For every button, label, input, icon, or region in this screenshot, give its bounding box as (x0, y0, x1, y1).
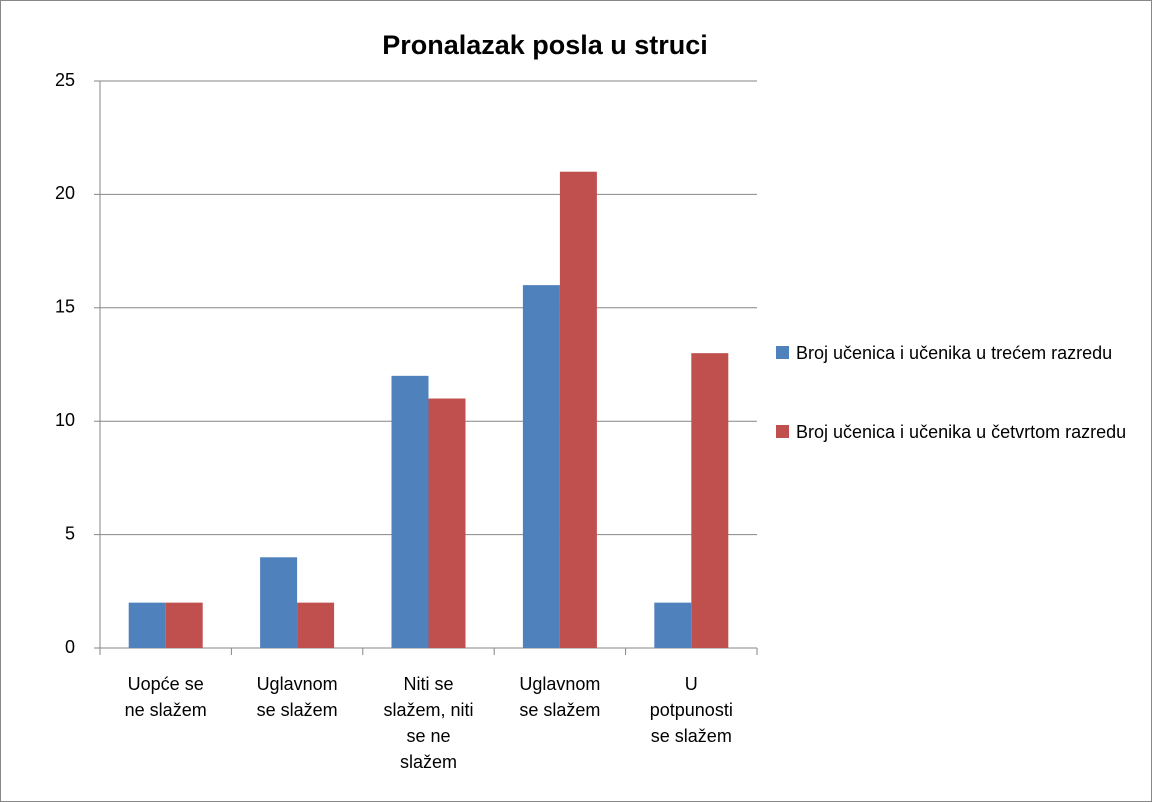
bar (128, 602, 166, 648)
y-tick-label: 10 (55, 410, 75, 430)
bar (428, 398, 466, 648)
bar (691, 353, 729, 648)
legend-swatch (776, 346, 789, 359)
bar (522, 285, 560, 648)
bar (654, 602, 692, 648)
bar (297, 602, 335, 648)
chart-title: Pronalazak posla u struci (382, 30, 708, 60)
bar (165, 602, 203, 648)
x-tick-label: Uopće se ne slažem (124, 674, 207, 720)
bar (559, 171, 597, 648)
y-tick-label: 5 (65, 523, 75, 543)
x-tick-label: Niti se slažem, niti se ne slažem (383, 674, 474, 772)
bar (391, 375, 429, 648)
x-tick-label: Uglavnom se slažem (256, 674, 338, 720)
legend-swatch (776, 425, 789, 438)
x-tick-label: Uglavnom se slažem (519, 674, 601, 720)
bar (260, 557, 298, 648)
y-tick-label: 0 (65, 637, 75, 657)
legend-label: Broj učenica i učenika u četvrtom razred… (796, 422, 1127, 442)
y-tick-label: 20 (55, 183, 75, 203)
legend-label: Broj učenica i učenika u trećem razredu (796, 343, 1113, 363)
y-tick-label: 25 (55, 70, 75, 90)
y-tick-label: 15 (55, 297, 75, 317)
x-tick-label: U potpunosti se slažem (649, 674, 733, 746)
